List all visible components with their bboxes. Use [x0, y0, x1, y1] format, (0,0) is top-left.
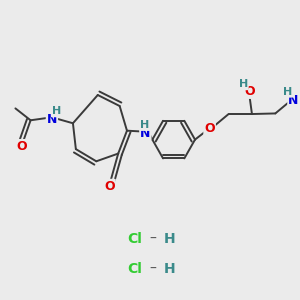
Text: H: H: [52, 106, 61, 116]
Text: Cl: Cl: [127, 232, 142, 246]
Text: N: N: [140, 127, 151, 140]
Text: O: O: [16, 140, 27, 153]
Text: O: O: [104, 180, 115, 193]
Text: H: H: [283, 87, 292, 97]
Text: O: O: [204, 122, 215, 135]
Text: H: H: [164, 232, 175, 246]
Text: O: O: [244, 85, 255, 98]
Text: H: H: [238, 79, 248, 89]
Text: H: H: [140, 120, 150, 130]
Text: Cl: Cl: [127, 262, 142, 276]
Text: H: H: [164, 262, 175, 276]
Text: –: –: [150, 262, 157, 276]
Text: –: –: [150, 232, 157, 246]
Text: N: N: [47, 113, 57, 126]
Text: N: N: [288, 94, 298, 107]
